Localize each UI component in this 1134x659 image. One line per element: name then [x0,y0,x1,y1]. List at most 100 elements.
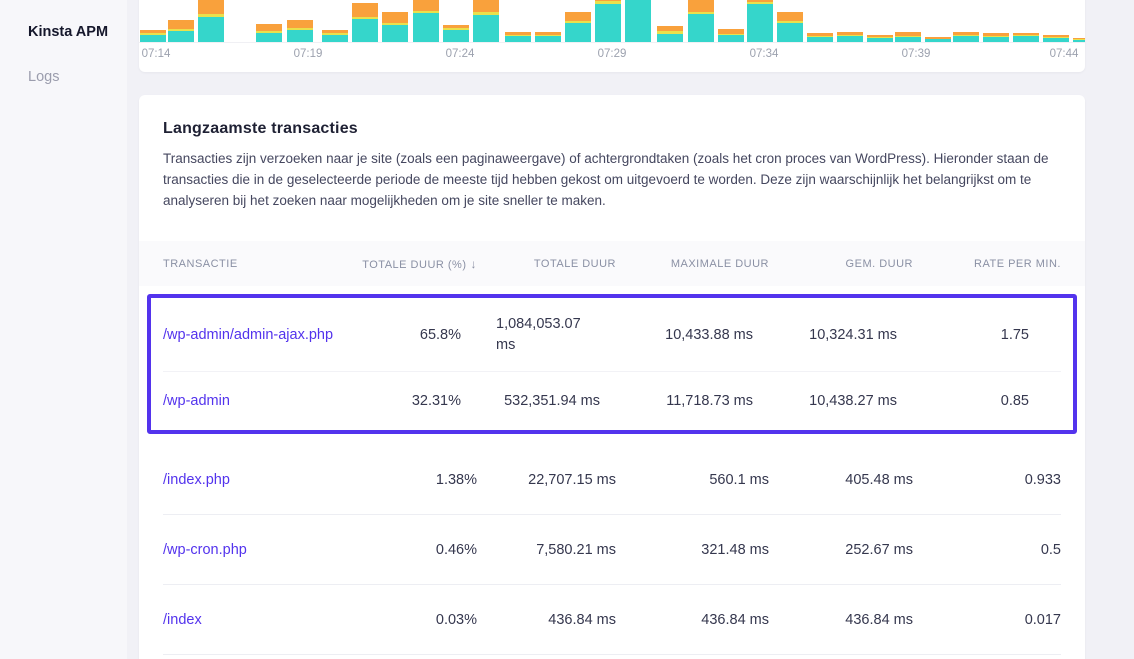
orange-segment [256,24,282,31]
value-totale-duur: 22,707.15 ms [528,471,616,488]
stacked-bar[interactable] [322,29,348,42]
orange-segment [895,32,921,36]
yellow-segment [287,28,313,30]
stacked-bar[interactable] [473,0,499,42]
stacked-bar[interactable] [747,0,773,42]
stacked-bar[interactable] [925,37,951,42]
cell-maximale-duur: 11,718.73 ms [600,393,753,409]
orange-segment [837,32,863,36]
value-totale-duur: 436.84 ms [548,611,616,628]
value-totale-duur-pct: 1.38% [435,471,477,488]
stacked-bar[interactable] [382,12,408,42]
column-header-maximale-duur[interactable]: MAXIMALE DUUR [670,257,769,270]
transaction-link[interactable]: /wp-admin/admin-ajax.php [163,326,334,343]
stacked-bar[interactable] [953,32,979,42]
stacked-bar[interactable] [198,0,224,42]
orange-segment [657,25,683,31]
value-gem-duur: 10,324.31 ms [809,326,897,343]
x-axis-tick-label: 07:19 [293,48,323,60]
cell-rate-per-min: 0.5 [913,542,1061,558]
stacked-bar[interactable] [688,0,714,42]
stacked-bar[interactable] [595,0,621,42]
stacked-bar[interactable] [352,3,378,42]
table-row: /wp-admin 32.31% 532,351.94 ms 11,718.73 ms… [163,372,1061,430]
teal-segment [953,36,979,42]
stacked-bar[interactable] [625,0,651,42]
stacked-bar[interactable] [1043,35,1069,42]
teal-segment [198,16,224,42]
orange-segment [198,0,224,14]
sidebar-item-logs[interactable]: Logs [28,69,60,85]
transaction-link[interactable]: /wp-cron.php [163,541,247,558]
yellow-segment [256,31,282,33]
orange-segment [807,33,833,36]
stacked-bar[interactable] [256,24,282,42]
column-header-rate-per-min[interactable]: RATE PER MIN. [974,257,1061,270]
cell-rate-per-min: 0.017 [913,612,1061,628]
cell-totale-duur-pct: 0.46% [360,542,477,558]
orange-segment [535,32,561,35]
column-header-gem-duur[interactable]: GEM. DUUR [845,257,913,270]
value-totale-duur-pct: 32.31% [411,393,461,409]
stacked-bar[interactable] [1073,37,1085,42]
cell-gem-duur: 10,438.27 ms [753,393,897,409]
value-totale-duur: 532,351.94 ms [504,393,600,409]
teal-segment [657,33,683,42]
slowest-transactions-card: Langzaamste transacties Transacties zijn… [139,95,1085,659]
teal-segment [807,36,833,42]
sort-desc-icon: ↓ [470,256,477,271]
cell-transactie: /wp-admin [163,393,344,409]
transaction-link[interactable]: /wp-admin [163,393,230,409]
value-maximale-duur: 560.1 ms [709,471,769,488]
stacked-bar[interactable] [565,12,591,42]
stacked-bar[interactable] [413,0,439,42]
stacked-bar[interactable] [895,32,921,42]
orange-segment [443,25,469,28]
transaction-link[interactable]: /index.php [163,471,230,488]
stacked-bar[interactable] [535,32,561,42]
stacked-bar[interactable] [718,28,744,42]
x-axis-tick-label: 07:39 [901,48,931,60]
stacked-bar[interactable] [140,29,166,42]
teal-segment [837,36,863,42]
stacked-bar[interactable] [1013,32,1039,42]
x-axis-tick-label: 07:34 [749,48,779,60]
column-header-transactie[interactable]: TRANSACTIE [163,257,238,270]
teal-segment [322,34,348,42]
stacked-bar[interactable] [867,34,893,42]
transaction-link[interactable]: /index [163,611,202,628]
column-header-totale-duur-pct[interactable]: TOTALE DUUR (%) ↓ [360,257,477,271]
transactions-chart-card: 07:14 07:19 07:24 07:29 07:34 07:39 07:44 [139,0,1085,72]
cell-maximale-duur: 321.48 ms [616,542,769,558]
orange-segment [595,0,621,1]
panel-title: Langzaamste transacties [163,120,358,137]
yellow-segment [1073,39,1085,40]
stacked-bar[interactable] [287,20,313,42]
yellow-segment [837,35,863,36]
teal-segment [1013,36,1039,42]
column-header-totale-duur[interactable]: TOTALE DUUR [533,257,616,270]
orange-segment [1013,32,1039,36]
stacked-bar[interactable] [443,25,469,42]
cell-totale-duur: 1,084,053.07 ms [461,314,600,356]
table-row: /wp-admin/admin-ajax.php 65.8% 1,084,053.0… [163,298,1061,372]
orange-segment [718,28,744,34]
teal-segment [256,32,282,42]
sidebar: Kinsta APM Logs [0,0,127,659]
stacked-bar[interactable] [837,32,863,42]
stacked-bar[interactable] [168,19,194,42]
sidebar-item-kinsta-apm[interactable]: Kinsta APM [28,24,109,40]
stacked-bar[interactable] [807,33,833,42]
stacked-bar[interactable] [777,12,803,42]
stacked-bar[interactable] [983,33,1009,42]
teal-segment [382,24,408,42]
stacked-bar[interactable] [505,32,531,42]
value-gem-duur: 436.84 ms [845,611,913,628]
stacked-bar[interactable] [657,25,683,42]
yellow-segment [657,31,683,34]
teal-segment [505,35,531,42]
teal-segment [688,14,714,42]
cell-gem-duur: 252.67 ms [769,542,913,558]
orange-segment [505,32,531,35]
value-rate-per-min: 0.933 [1024,471,1061,488]
